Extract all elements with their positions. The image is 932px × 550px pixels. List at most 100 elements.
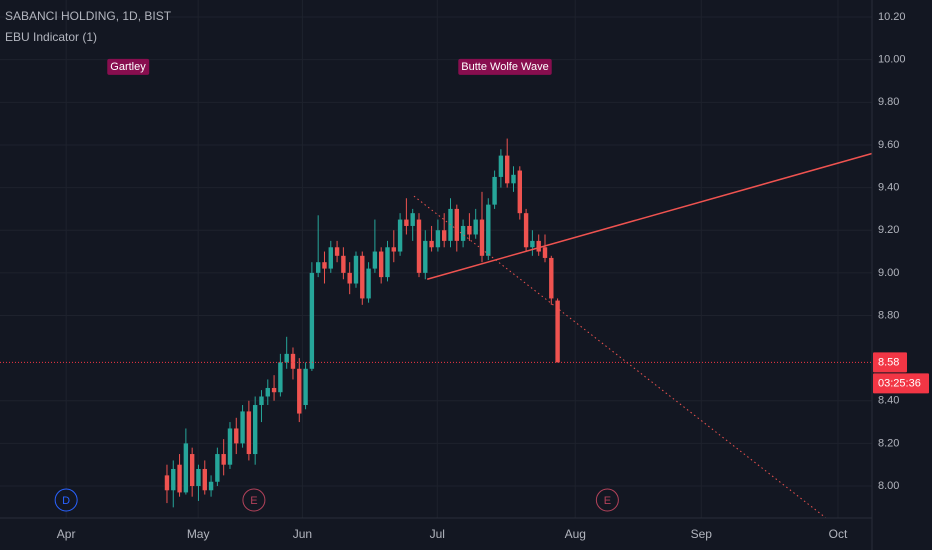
candle-body xyxy=(536,240,541,252)
candle-body xyxy=(441,230,447,241)
candle-body xyxy=(423,240,428,273)
y-tick-label: 9.20 xyxy=(878,224,899,236)
candle-body xyxy=(227,428,233,465)
candle-body xyxy=(234,428,239,444)
event-label: E xyxy=(604,495,611,507)
candle-body xyxy=(221,454,226,465)
candle-body xyxy=(372,251,378,269)
candle-body xyxy=(347,272,352,284)
candle-body xyxy=(202,468,207,491)
pattern-label: Butte Wolfe Wave xyxy=(461,61,548,73)
candle-body xyxy=(555,300,560,363)
candle-body xyxy=(290,353,296,369)
y-tick-label: 9.60 xyxy=(878,139,899,151)
candle-body xyxy=(498,155,504,177)
candle-body xyxy=(504,155,510,184)
candle-body xyxy=(391,247,396,252)
candle-body xyxy=(208,481,214,491)
candle-body xyxy=(429,240,434,248)
candle-body xyxy=(410,213,415,226)
x-tick-label: Apr xyxy=(57,527,76,541)
candle-body xyxy=(164,475,170,491)
candle-body xyxy=(246,411,252,455)
x-tick-label: May xyxy=(187,527,210,541)
pattern-label-box xyxy=(458,58,552,75)
candle-body xyxy=(473,219,478,235)
candle-body xyxy=(278,362,283,393)
candle-body xyxy=(492,176,497,205)
candle-body xyxy=(328,247,333,269)
candle-body xyxy=(189,454,195,487)
candle-body xyxy=(303,368,308,406)
y-tick-label: 9.80 xyxy=(878,96,899,108)
candle-body xyxy=(467,225,472,235)
x-tick-label: Sep xyxy=(691,527,713,541)
y-tick-label: 9.40 xyxy=(878,181,899,193)
candle-body xyxy=(183,443,189,493)
candle-body xyxy=(517,170,522,214)
candle-body xyxy=(315,262,321,273)
candle-body xyxy=(259,396,264,406)
y-tick-label: 8.80 xyxy=(878,309,899,321)
y-tick-label: 8.40 xyxy=(878,395,899,407)
countdown-box xyxy=(873,373,929,394)
event-marker xyxy=(595,488,619,512)
candle-body xyxy=(479,219,485,256)
candle-body xyxy=(271,387,277,393)
indicator-name: EBU Indicator (1) xyxy=(5,30,97,44)
candle-body xyxy=(171,468,176,491)
candle-body xyxy=(448,208,453,241)
candle-body xyxy=(542,247,548,258)
candle-body xyxy=(378,251,384,278)
candle-body xyxy=(416,219,422,273)
candle-body xyxy=(385,247,390,278)
candle-body xyxy=(265,387,270,397)
candle-body xyxy=(297,368,302,414)
candle-body xyxy=(196,468,201,487)
countdown: 03:25:36 xyxy=(878,377,921,389)
x-tick-label: Aug xyxy=(565,527,586,541)
y-tick-label: 10.20 xyxy=(878,11,906,23)
x-tick-label: Oct xyxy=(829,527,848,541)
y-tick-label: 10.00 xyxy=(878,54,906,66)
event-marker xyxy=(54,488,78,512)
event-marker xyxy=(242,488,266,512)
candle-body xyxy=(334,247,340,256)
trend-line xyxy=(413,195,827,519)
y-tick-label: 8.00 xyxy=(878,480,899,492)
candle-body xyxy=(454,208,459,241)
candle-body xyxy=(523,213,529,248)
candle-body xyxy=(177,464,182,493)
x-tick-label: Jun xyxy=(293,527,312,541)
price-label: 8.58 xyxy=(878,356,899,368)
event-label: D xyxy=(62,495,70,507)
y-tick-label: 8.20 xyxy=(878,437,899,449)
x-tick-label: Jul xyxy=(430,527,445,541)
candle-body xyxy=(366,268,371,299)
event-label: E xyxy=(250,495,257,507)
candle-body xyxy=(435,230,441,248)
candle-body xyxy=(486,204,491,256)
candle-body xyxy=(252,405,258,455)
candle-body xyxy=(240,411,245,444)
candle-body xyxy=(549,257,554,299)
candle-body xyxy=(341,255,346,273)
candle-body xyxy=(284,353,289,363)
candle-body xyxy=(215,454,220,482)
candle-body xyxy=(404,219,409,226)
candle-body xyxy=(322,262,327,269)
candle-body xyxy=(460,225,466,241)
candle-body xyxy=(397,219,403,252)
candle-body xyxy=(360,255,365,299)
candle-body xyxy=(530,240,535,248)
chart-title: SABANCI HOLDING, 1D, BIST xyxy=(5,9,172,23)
pattern-label-box xyxy=(107,58,150,75)
pattern-label: Gartley xyxy=(110,61,146,73)
y-tick-label: 9.00 xyxy=(878,267,899,279)
candle-body xyxy=(309,272,315,369)
price-label-box xyxy=(873,352,907,373)
candle-body xyxy=(353,255,359,284)
